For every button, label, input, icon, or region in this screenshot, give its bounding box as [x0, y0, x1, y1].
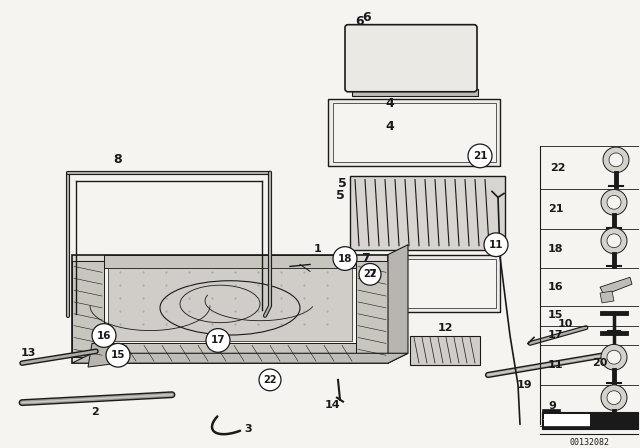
Polygon shape: [356, 260, 388, 357]
Circle shape: [206, 328, 230, 352]
Text: 11: 11: [548, 360, 563, 370]
Text: 4: 4: [386, 120, 394, 133]
Text: 14: 14: [324, 400, 340, 409]
Polygon shape: [72, 260, 104, 357]
Text: 16: 16: [548, 282, 564, 292]
Circle shape: [484, 233, 508, 257]
Polygon shape: [334, 258, 496, 308]
FancyBboxPatch shape: [345, 25, 477, 92]
Text: 7: 7: [360, 252, 369, 265]
Text: 19: 19: [516, 380, 532, 390]
Text: 00132082: 00132082: [570, 438, 610, 447]
Circle shape: [607, 391, 621, 405]
Polygon shape: [600, 277, 632, 295]
Polygon shape: [330, 254, 500, 312]
Polygon shape: [108, 268, 352, 341]
Text: 22: 22: [550, 163, 566, 173]
Text: 11: 11: [489, 240, 503, 250]
Text: 21: 21: [473, 151, 487, 161]
Text: 17: 17: [548, 330, 563, 340]
Text: 2: 2: [91, 408, 99, 418]
Polygon shape: [328, 99, 500, 166]
Circle shape: [603, 147, 629, 172]
Text: 7: 7: [368, 269, 376, 279]
Polygon shape: [348, 28, 474, 89]
Polygon shape: [600, 291, 614, 303]
Text: 21: 21: [548, 204, 563, 214]
Text: 5: 5: [338, 177, 346, 190]
Text: 6: 6: [356, 15, 364, 28]
Polygon shape: [544, 414, 590, 427]
Circle shape: [609, 153, 623, 167]
Circle shape: [601, 345, 627, 370]
Text: 4: 4: [386, 97, 394, 110]
Polygon shape: [72, 254, 388, 363]
Text: 16: 16: [97, 331, 111, 340]
Text: 9: 9: [548, 401, 556, 410]
Polygon shape: [352, 89, 478, 96]
Text: 15: 15: [111, 350, 125, 360]
Circle shape: [601, 228, 627, 254]
Text: 1: 1: [314, 244, 322, 254]
Text: 17: 17: [211, 336, 225, 345]
Polygon shape: [78, 260, 382, 357]
Polygon shape: [88, 344, 118, 367]
Circle shape: [333, 247, 357, 271]
Circle shape: [92, 323, 116, 347]
Circle shape: [607, 350, 621, 364]
Polygon shape: [333, 103, 496, 162]
Text: 6: 6: [363, 11, 371, 24]
Text: 3: 3: [244, 424, 252, 434]
Text: 8: 8: [114, 153, 122, 166]
Text: 12: 12: [437, 323, 452, 332]
Circle shape: [601, 190, 627, 215]
Polygon shape: [388, 245, 408, 363]
Circle shape: [106, 344, 130, 367]
Polygon shape: [542, 409, 560, 413]
Circle shape: [359, 263, 381, 285]
Polygon shape: [104, 344, 356, 363]
Circle shape: [259, 369, 281, 391]
Text: 18: 18: [548, 244, 563, 254]
Text: 15: 15: [548, 310, 563, 320]
Circle shape: [468, 144, 492, 168]
Circle shape: [601, 385, 627, 410]
Text: 10: 10: [557, 319, 573, 329]
Text: 22: 22: [364, 269, 377, 279]
Text: 20: 20: [592, 358, 608, 368]
Polygon shape: [104, 254, 356, 268]
Polygon shape: [350, 176, 505, 250]
Text: 13: 13: [20, 348, 36, 358]
Text: 5: 5: [335, 189, 344, 202]
Text: 18: 18: [338, 254, 352, 263]
Polygon shape: [542, 413, 638, 429]
Polygon shape: [410, 336, 480, 365]
Circle shape: [607, 234, 621, 248]
Polygon shape: [72, 353, 408, 363]
Text: 22: 22: [263, 375, 276, 385]
Circle shape: [607, 195, 621, 209]
